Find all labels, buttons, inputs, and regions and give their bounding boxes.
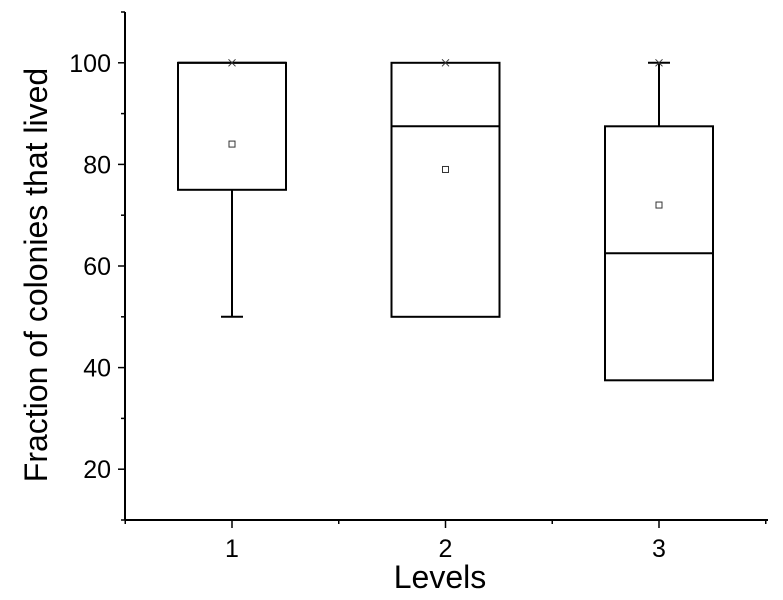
max-marker-stroke bbox=[228, 58, 236, 67]
y-tick-label: 40 bbox=[83, 355, 111, 383]
iqr-box bbox=[390, 61, 501, 318]
box-group-1 bbox=[177, 58, 287, 318]
mean-marker bbox=[228, 140, 236, 148]
x-tick-label: 3 bbox=[652, 535, 666, 563]
mean-marker bbox=[655, 201, 663, 209]
x-axis-ticks: 1 2 3 bbox=[124, 520, 767, 563]
x-tick-label: 1 bbox=[225, 535, 239, 563]
y-tick-label: 20 bbox=[83, 456, 111, 484]
max-marker-stroke bbox=[655, 58, 663, 67]
x-tick-label: 2 bbox=[439, 535, 453, 563]
max-marker bbox=[655, 58, 663, 67]
mean-marker bbox=[442, 165, 449, 173]
box-group-2 bbox=[390, 58, 501, 318]
iqr-box bbox=[177, 61, 287, 191]
max-marker bbox=[228, 58, 236, 67]
y-axis-title: Fraction of colonies that lived bbox=[18, 68, 54, 482]
y-tick-label: 100 bbox=[69, 50, 111, 78]
max-marker-stroke bbox=[441, 58, 450, 67]
y-axis-ticks: 20 40 60 80 100 bbox=[69, 11, 125, 521]
max-marker bbox=[441, 58, 450, 67]
box-series bbox=[177, 58, 714, 382]
y-tick-label: 60 bbox=[83, 253, 111, 281]
x-axis-title: Levels bbox=[394, 559, 487, 595]
y-tick-label: 80 bbox=[83, 151, 111, 179]
box-group-3 bbox=[604, 58, 714, 382]
